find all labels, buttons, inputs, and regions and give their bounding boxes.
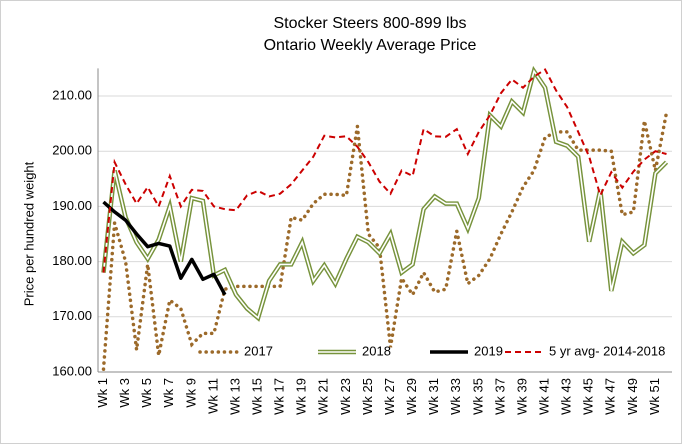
y-tick-label: 160.00 — [52, 363, 92, 378]
x-tick-label: Wk 3 — [117, 378, 132, 408]
line-2017 — [101, 110, 669, 371]
x-tick-label: Wk 37 — [492, 378, 507, 415]
x-tick-label: Wk 43 — [559, 378, 574, 415]
y-tick-label: 180.00 — [52, 253, 92, 268]
chart-title: Stocker Steers 800-899 lbs — [274, 15, 467, 32]
legend-label: 2017 — [244, 343, 273, 358]
x-tick-label: Wk 33 — [448, 378, 463, 415]
x-tick-label: Wk 25 — [360, 378, 375, 415]
x-tick-label: Wk 27 — [382, 378, 397, 415]
x-tick-label: Wk 1 — [95, 378, 110, 408]
x-tick-label: Wk 39 — [514, 378, 529, 415]
y-tick-label: 210.00 — [52, 87, 92, 102]
x-tick-label: Wk 29 — [404, 378, 419, 415]
line-solid — [102, 200, 227, 296]
x-tick-label: Wk 9 — [183, 378, 198, 408]
chart-subtitle: Ontario Weekly Average Price — [264, 37, 477, 54]
x-tick-label: Wk 49 — [625, 378, 640, 415]
x-tick-label: Wk 35 — [470, 378, 485, 415]
x-tick-label: Wk 5 — [139, 378, 154, 408]
line-dashed — [102, 68, 667, 273]
legend-label: 2019 — [474, 343, 503, 358]
x-tick-label: Wk 13 — [227, 378, 242, 415]
y-tick-label: 190.00 — [52, 198, 92, 213]
x-tick-label: Wk 11 — [205, 378, 220, 414]
x-tick-label: Wk 19 — [294, 378, 309, 415]
x-tick-label: Wk 23 — [338, 378, 353, 415]
x-tick-label: Wk 51 — [647, 378, 662, 415]
x-tick-label: Wk 47 — [603, 378, 618, 415]
y-tick-label: 200.00 — [52, 143, 92, 158]
legend-label: 5 yr avg- 2014-2018 — [549, 343, 665, 358]
y-axis-title: Price per hundred weight — [21, 161, 36, 306]
x-tick-label: Wk 21 — [316, 378, 331, 415]
x-tick-label: Wk 31 — [426, 378, 441, 415]
x-tick-label: Wk 45 — [581, 378, 596, 415]
x-tick-label: Wk 17 — [272, 378, 287, 415]
line-inner — [102, 69, 668, 320]
x-tick-label: Wk 41 — [536, 378, 551, 415]
x-tick-label: Wk 7 — [161, 378, 176, 408]
x-tick-label: Wk 15 — [249, 378, 264, 415]
legend-label: 2018 — [362, 343, 391, 358]
y-tick-label: 170.00 — [52, 308, 92, 323]
